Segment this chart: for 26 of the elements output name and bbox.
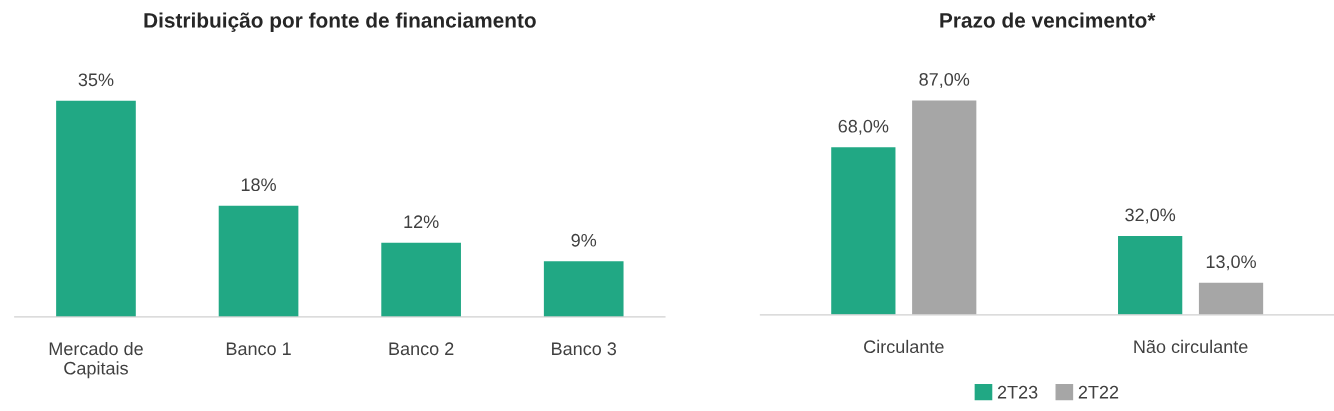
bar bbox=[218, 205, 299, 317]
data-label: 35% bbox=[78, 73, 114, 87]
bar bbox=[1198, 282, 1264, 315]
x-tick-label: Mercado de Capitais bbox=[49, 341, 143, 379]
legend-label: 2T23 bbox=[997, 385, 1038, 399]
chart-title: Distribuição por fonte de financiamento bbox=[144, 12, 536, 32]
data-label: 68,0% bbox=[838, 119, 889, 135]
bar bbox=[1118, 235, 1183, 315]
legend-label: 2T22 bbox=[1078, 385, 1119, 399]
x-tick-label: Banco 3 bbox=[552, 342, 617, 356]
bar bbox=[381, 242, 461, 317]
x-tick-label: Banco 1 bbox=[226, 342, 291, 356]
data-label: 12% bbox=[404, 215, 439, 229]
x-tick-label: Banco 2 bbox=[389, 342, 454, 356]
chart-title: Prazo de vencimento* bbox=[940, 12, 1156, 28]
data-label: 87,0% bbox=[919, 72, 970, 88]
data-label: 9% bbox=[571, 233, 597, 247]
data-label: 32,0% bbox=[1125, 208, 1176, 224]
data-label: 18% bbox=[241, 178, 276, 192]
bar bbox=[912, 100, 977, 315]
x-tick-label: Não circulante bbox=[1134, 339, 1248, 354]
bar bbox=[56, 100, 136, 317]
x-tick-label: Circulante bbox=[864, 339, 944, 354]
bar bbox=[543, 261, 624, 317]
bar bbox=[831, 147, 896, 315]
data-label: 13,0% bbox=[1206, 255, 1256, 271]
